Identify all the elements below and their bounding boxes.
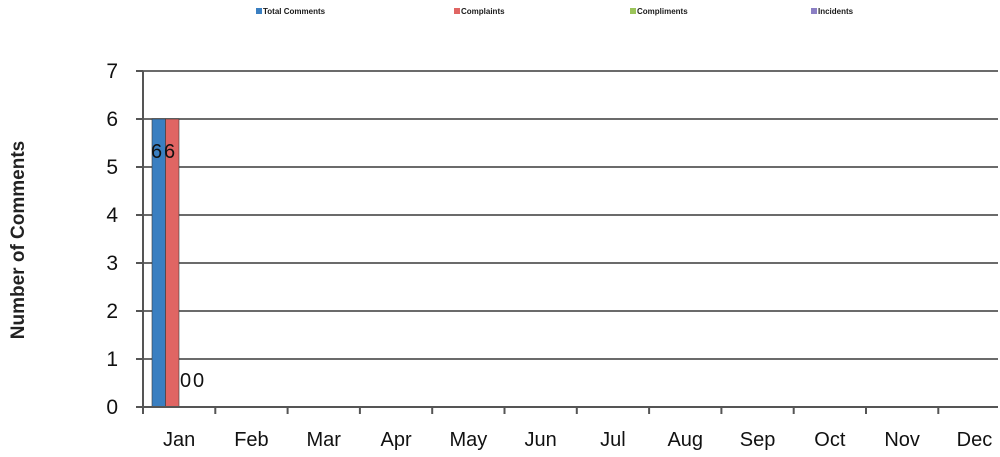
legend-label: Complaints: [461, 7, 505, 16]
y-axis-ticks: 0 1 2 3 4 5 6 7: [106, 60, 143, 419]
x-tick-label: Feb: [234, 429, 268, 451]
y-tick-label: 2: [106, 300, 118, 323]
data-labels: 6 6 0 0: [151, 141, 204, 392]
x-tick-label: Mar: [307, 429, 342, 451]
y-tick-label: 5: [106, 156, 118, 179]
gridlines: [143, 70, 998, 360]
x-tick-label: Apr: [380, 429, 411, 451]
x-tick-label: Nov: [884, 429, 920, 451]
x-tick-label: Jul: [600, 429, 626, 451]
x-tick-label: May: [449, 429, 487, 451]
legend-swatch: [630, 8, 636, 14]
data-label: 0: [193, 370, 204, 392]
y-axis-label: Number of Comments: [8, 141, 29, 339]
x-tick-label: Jan: [163, 429, 195, 451]
y-tick-label: 1: [106, 348, 118, 371]
y-tick-label: 6: [106, 108, 118, 131]
x-axis-ticks: Jan Feb Mar Apr May Jun Jul Aug Sep Oct Nov Dec: [142, 407, 993, 451]
x-tick-label: Jun: [525, 429, 557, 451]
legend-swatch: [811, 8, 817, 14]
y-tick-label: 0: [106, 396, 118, 419]
x-tick-label: Sep: [740, 429, 776, 451]
y-tick-label: 7: [106, 60, 118, 83]
data-label: 0: [180, 370, 191, 392]
legend-swatch: [454, 8, 460, 14]
data-label: 6: [164, 141, 175, 163]
legend-swatch: [256, 8, 262, 14]
bars: [151, 118, 180, 408]
x-tick-label: Oct: [814, 429, 846, 451]
data-label: 6: [151, 141, 162, 163]
legend-label: Compliments: [637, 7, 688, 16]
legend-label: Total Comments: [263, 7, 326, 16]
x-tick-label: Aug: [667, 429, 703, 451]
y-tick-label: 3: [106, 252, 118, 275]
legend: Total Comments Complaints Compliments Incid…: [256, 7, 854, 16]
y-tick-label: 4: [106, 204, 118, 227]
x-tick-label: Dec: [957, 429, 993, 451]
legend-label: Incidents: [818, 7, 854, 16]
